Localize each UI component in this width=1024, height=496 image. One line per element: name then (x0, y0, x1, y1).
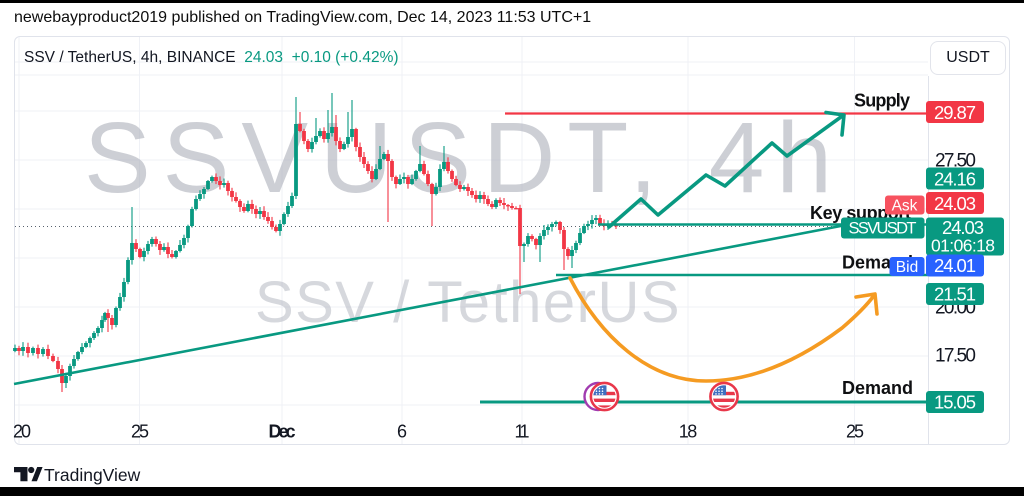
svg-text:25: 25 (846, 422, 864, 442)
svg-text:Demand: Demand (842, 378, 913, 398)
svg-text:24.03: 24.03 (942, 217, 984, 238)
svg-text:24.03: 24.03 (934, 193, 976, 214)
svg-text:24.01: 24.01 (934, 255, 976, 276)
svg-text:Bid: Bid (896, 259, 918, 276)
svg-text:21.51: 21.51 (934, 284, 976, 305)
svg-text:29.87: 29.87 (934, 102, 976, 123)
svg-text:Supply: Supply (854, 91, 910, 111)
svg-text:24.16: 24.16 (934, 169, 976, 190)
svg-text:SSVUSDT: SSVUSDT (849, 220, 917, 238)
svg-text:27.50: 27.50 (935, 151, 976, 172)
svg-text:18: 18 (679, 422, 698, 442)
svg-text:6: 6 (397, 422, 407, 442)
svg-text:17.50: 17.50 (935, 346, 976, 367)
svg-text:11: 11 (515, 422, 530, 442)
svg-text:Dec: Dec (269, 422, 296, 442)
svg-text:20: 20 (13, 422, 31, 442)
svg-text:SSVUSDT, 4h: SSVUSDT, 4h (84, 102, 844, 214)
svg-text:01:06:18: 01:06:18 (931, 236, 995, 256)
svg-text:15.05: 15.05 (934, 392, 976, 413)
svg-text:25: 25 (131, 422, 149, 442)
svg-text:Ask: Ask (892, 198, 918, 215)
